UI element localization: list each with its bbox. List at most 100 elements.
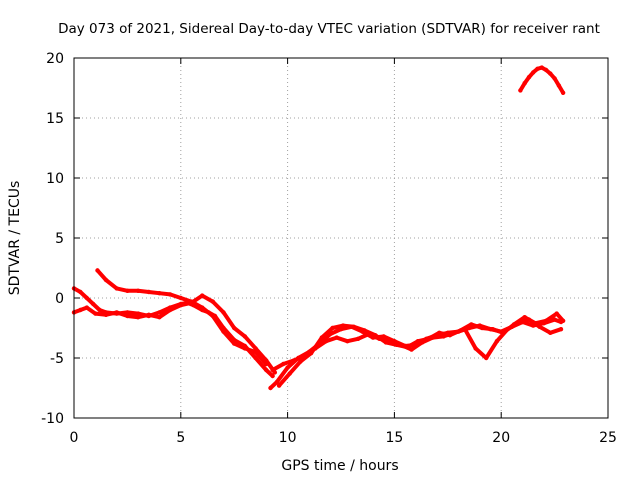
data-point [264,367,269,373]
series-line-track-d [268,317,563,390]
data-point [323,339,329,344]
data-point [556,83,562,88]
data-point [415,339,421,344]
data-point [274,379,280,385]
data-point [490,327,495,332]
data-point [264,361,269,367]
x-axis-label: GPS time / hours [281,458,398,474]
data-point [473,346,478,351]
data-point [405,345,410,350]
data-point [539,65,544,70]
data-point [268,385,273,391]
data-point [95,268,100,273]
grid-lines [74,58,608,418]
y-axis-label: SDTVAR / TECUs [7,181,23,296]
data-point [543,318,549,323]
data-point [200,293,205,298]
data-point [210,299,215,304]
data-point [394,342,399,347]
x-tick-label: 25 [599,430,617,446]
data-point [362,328,367,333]
data-point [285,365,290,370]
data-point [157,315,162,320]
data-point [103,312,109,317]
data-point [135,311,141,316]
data-point [200,305,205,310]
data-point [552,76,557,81]
data-point [373,333,378,338]
data-point [242,346,248,351]
data-point [281,361,286,367]
y-tick-label: -10 [41,411,64,427]
y-tick-label: -5 [50,351,64,367]
data-point [351,324,356,329]
series-line-track-a [72,286,275,378]
data-point [253,355,258,361]
data-point [253,346,258,351]
data-point [537,324,542,329]
series-line-track-g [518,65,566,95]
data-point [167,292,173,297]
data-point [291,358,297,363]
data-point [298,359,303,364]
data-point [409,347,414,352]
data-point [543,67,549,73]
data-point [189,299,194,304]
data-point [426,336,431,341]
data-point [157,291,162,296]
data-point [345,339,350,344]
data-point [330,325,335,331]
series-line-track-b [72,293,277,375]
data-point [560,318,566,323]
data-point [355,336,361,341]
chart-title: Day 073 of 2021, Sidereal Day-to-day VTE… [58,21,600,37]
data-point [78,307,83,313]
data-point [78,289,83,295]
data-point [458,328,463,333]
x-tick-label: 15 [385,430,403,446]
data-point [114,310,119,315]
data-point [479,325,485,331]
x-tick-label: 10 [279,430,297,446]
data-point [501,330,506,335]
data-point [93,311,98,316]
data-point [533,321,538,326]
data-point [522,315,527,320]
data-point [469,322,474,327]
data-point [242,334,248,339]
data-point [276,383,282,388]
data-point [526,75,532,80]
data-point [319,335,324,340]
data-point [308,351,314,356]
data-point [552,317,557,322]
x-tick-label: 20 [492,430,510,446]
data-point [334,335,339,340]
data-point [270,367,275,373]
y-tick-label: 10 [46,171,64,187]
data-point [383,340,389,345]
data-point [494,339,500,344]
data-point [97,307,102,313]
data-point [447,333,453,338]
data-point [518,88,523,93]
y-tick-label: 5 [55,231,64,247]
series-line-track-f [277,311,566,388]
data-point [554,311,559,316]
data-point [167,307,173,313]
y-tick-label: 15 [46,111,64,127]
data-point [114,286,119,291]
data-point [558,327,564,332]
data-point [178,295,183,301]
data-point [232,341,237,346]
data-point [560,90,566,96]
axis-ticks: 0 5 10 15 20 25 -10 -5 0 5 10 15 20 [41,51,617,446]
data-point [157,310,162,315]
data-point [522,81,527,86]
data-point [340,323,346,328]
data-point [221,329,226,334]
data-point [232,325,237,331]
y-tick-label: 0 [55,291,64,307]
data-point [484,355,489,361]
data-point [84,305,90,310]
